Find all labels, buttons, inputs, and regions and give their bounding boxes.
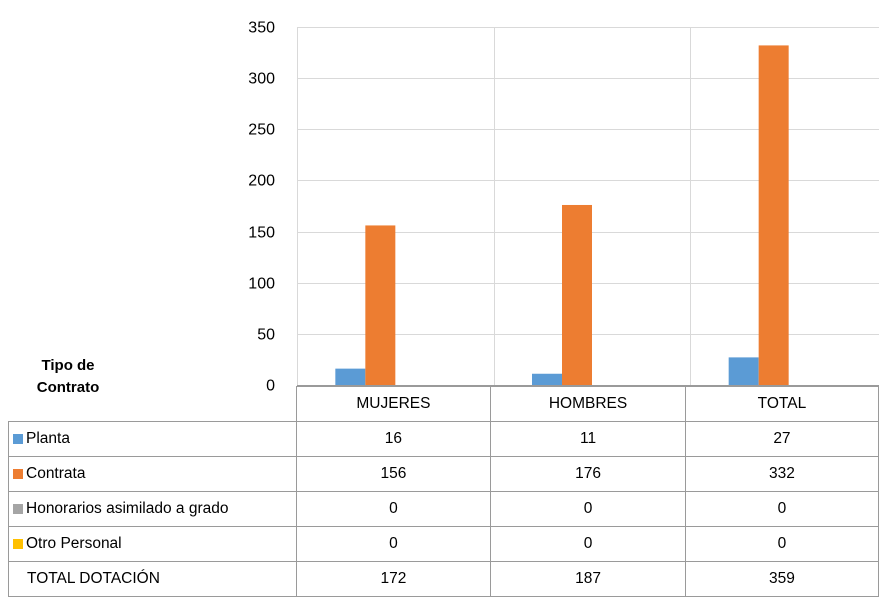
y-tick-label: 100 [248,276,275,293]
data-table: MUJERES HOMBRES TOTAL Planta 16 11 27 Co… [8,386,879,597]
data-label: 0 [490,526,686,562]
data-label: 172 [295,561,492,597]
series-name: Honorarios asimilado a grado [26,500,229,517]
bar [335,368,366,385]
y-tick-label: 200 [248,173,275,190]
table-row-planta: Planta 16 11 27 [8,421,879,457]
y-axis-ticks: 0 50 100 150 200 250 300 350 [248,20,275,395]
data-label: 27 [684,421,879,457]
table-corner [8,386,297,422]
data-label: 187 [490,561,686,597]
series-name: Planta [26,430,70,447]
y-tick-label: 150 [248,225,275,242]
legend-entry: Otro Personal [8,526,297,562]
y-tick-label: 250 [248,122,275,139]
data-label: 0 [295,526,492,562]
data-label: 156 [295,456,492,492]
legend-entry: Contrata [8,456,297,492]
bar [758,45,789,385]
bars [335,45,789,385]
legend-entry: Honorarios asimilado a grado [8,491,297,527]
data-label: 0 [684,526,879,562]
bar [562,204,592,385]
data-label: 176 [490,456,686,492]
table-header-row: MUJERES HOMBRES TOTAL [8,386,879,422]
table-row-contrata: Contrata 156 176 332 [8,456,879,492]
data-label: 0 [684,491,879,527]
legend-swatch [13,539,23,549]
legend-swatch [13,504,23,514]
legend-swatch [13,434,23,444]
total-row-label: TOTAL DOTACIÓN [8,561,297,597]
legend-entry: Planta [8,421,297,457]
bar [365,225,396,385]
y-tick-label: 50 [257,327,275,344]
table-title-line-1: Tipo de [41,357,95,374]
data-label: 0 [490,491,686,527]
category-label: TOTAL [684,386,879,422]
table-row-honorarios: Honorarios asimilado a grado 0 0 0 [8,491,879,527]
bar [532,373,562,385]
bar [728,357,759,385]
data-label: 332 [684,456,879,492]
table-row-otro-personal: Otro Personal 0 0 0 [8,526,879,562]
y-tick-label: 0 [266,378,275,395]
legend-swatch [13,469,23,479]
table-row-total: TOTAL DOTACIÓN 172 187 359 [8,561,879,597]
data-label: 0 [295,491,492,527]
data-label: 16 [295,421,492,457]
series-name: Otro Personal [26,535,122,552]
data-label: 11 [490,421,686,457]
series-name: Contrata [26,465,86,482]
y-tick-label: 300 [248,71,275,88]
y-tick-label: 350 [248,20,275,37]
category-label: MUJERES [295,386,492,422]
category-label: HOMBRES [490,386,686,422]
data-label: 359 [684,561,879,597]
